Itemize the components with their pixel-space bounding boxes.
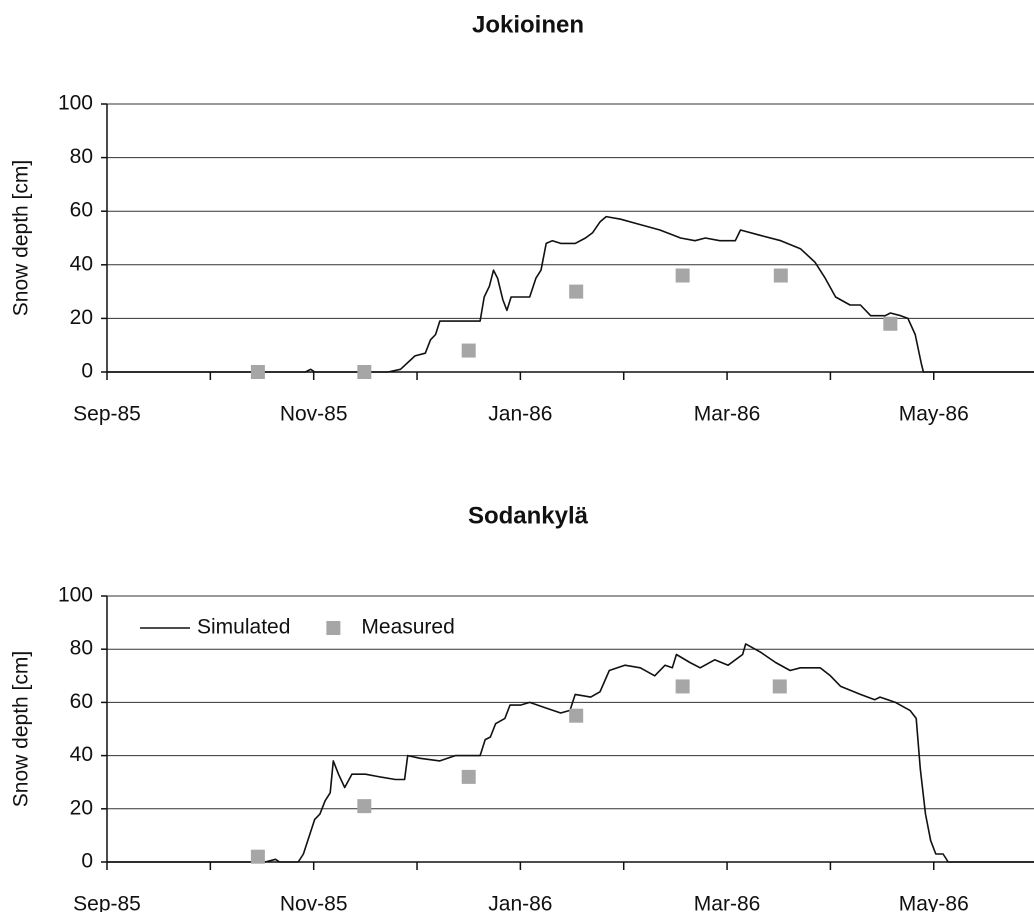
marker [883, 316, 898, 331]
legend-label: Simulated [197, 616, 290, 639]
x-tick-label: Jan-86 [488, 893, 552, 912]
marker [772, 679, 787, 694]
y-axis-label: Snow depth [cm] [10, 651, 33, 807]
marker [461, 769, 476, 784]
x-tick-label: Jan-86 [488, 403, 552, 426]
marker [773, 268, 788, 283]
x-tick-label: May-86 [899, 893, 969, 912]
legend-item: Simulated [140, 616, 290, 639]
x-tick-label: Sep-85 [73, 403, 141, 426]
chart-title: Jokioinen [472, 11, 584, 38]
x-tick-label: Nov-85 [280, 893, 348, 912]
marker [569, 284, 584, 299]
marker [675, 268, 690, 283]
y-tick-label: 20 [70, 306, 93, 329]
marker [357, 799, 372, 814]
x-tick-label: May-86 [899, 403, 969, 426]
y-tick-label: 80 [70, 145, 93, 168]
marker [675, 679, 690, 694]
y-tick-label: 60 [70, 199, 93, 222]
y-tick-label: 100 [58, 584, 93, 607]
x-tick-label: Mar-86 [694, 893, 761, 912]
x-tick-label: Sep-85 [73, 893, 141, 912]
subplot: Sodankylä Snow depth [cm] 0 20 40 60 80 100 Sep-… [10, 502, 1034, 912]
y-tick-label: 0 [81, 360, 93, 383]
series-line [107, 643, 1034, 863]
y-tick-label: 40 [70, 743, 93, 766]
legend-marker [326, 621, 341, 635]
legend-label: Measured [361, 616, 454, 639]
legend-item: Measured [326, 616, 455, 639]
marker [250, 849, 265, 864]
chart-title: Sodankylä [468, 502, 589, 529]
y-axis-label: Snow depth [cm] [10, 160, 33, 316]
marker [357, 365, 372, 379]
y-tick-label: 100 [58, 92, 93, 115]
marker [250, 365, 265, 379]
marker [461, 343, 476, 358]
y-tick-label: 0 [81, 850, 93, 873]
series-line [107, 215, 1034, 373]
y-tick-label: 80 [70, 637, 93, 660]
marker [569, 708, 584, 723]
y-tick-label: 40 [70, 252, 93, 275]
subplot: Jokioinen Snow depth [cm] 0 20 40 60 80 100 Sep-… [10, 11, 1034, 426]
x-tick-label: Mar-86 [694, 403, 761, 426]
x-tick-label: Nov-85 [280, 403, 348, 426]
y-tick-label: 60 [70, 690, 93, 713]
y-tick-label: 20 [70, 796, 93, 819]
